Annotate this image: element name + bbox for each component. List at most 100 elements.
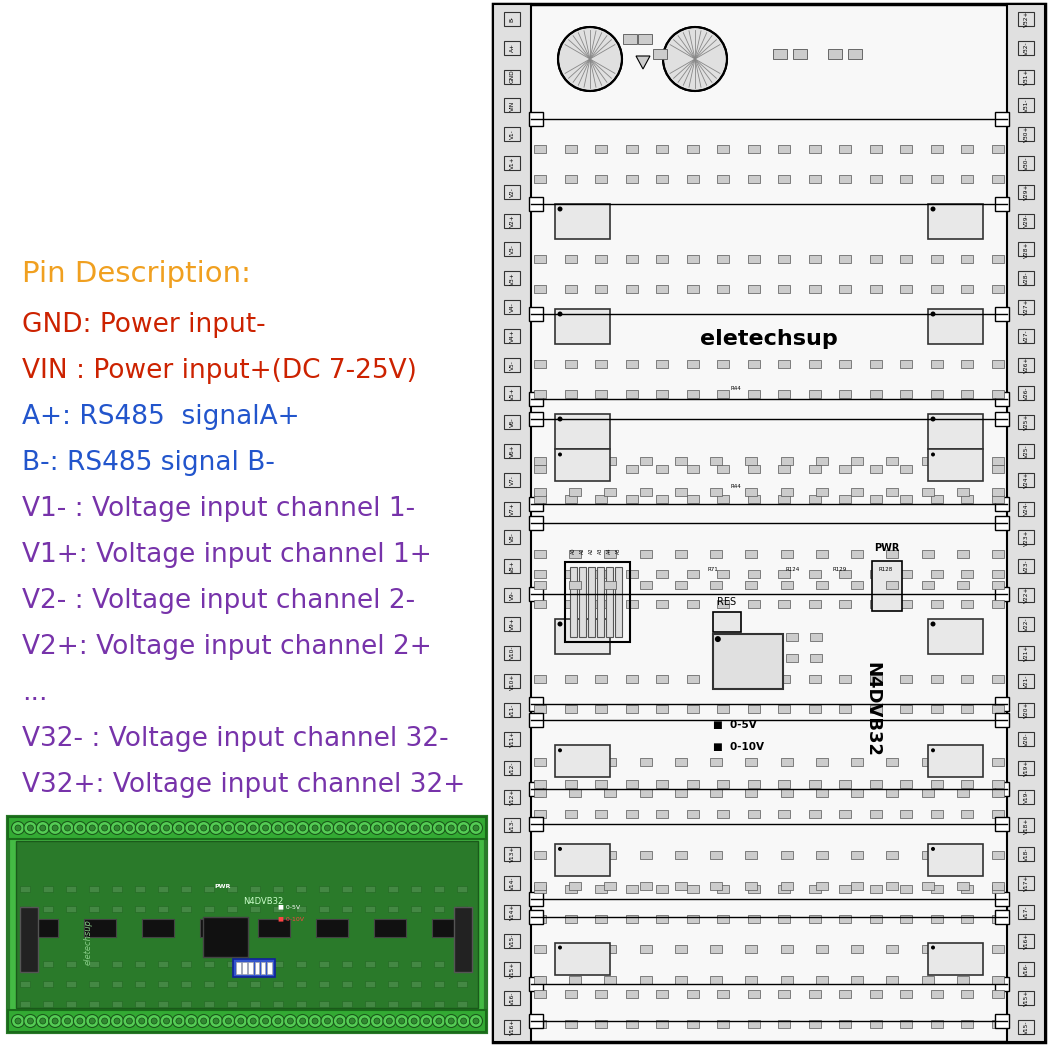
Text: V5-: V5- <box>509 360 514 370</box>
Circle shape <box>172 1014 186 1028</box>
Bar <box>434 981 444 987</box>
Bar <box>365 961 375 967</box>
Circle shape <box>445 1014 458 1028</box>
Circle shape <box>558 312 563 316</box>
Bar <box>810 633 822 642</box>
Circle shape <box>259 1014 272 1028</box>
Text: V1-: V1- <box>509 129 514 139</box>
Bar <box>504 616 520 631</box>
Circle shape <box>284 821 297 835</box>
Bar <box>626 1020 637 1028</box>
Bar <box>710 582 722 589</box>
Bar <box>687 1020 698 1028</box>
Bar <box>606 567 613 637</box>
Circle shape <box>288 1018 293 1024</box>
Bar <box>529 713 543 728</box>
Bar <box>534 915 546 923</box>
Bar <box>89 981 99 987</box>
Bar <box>227 1001 237 1007</box>
Bar <box>839 255 852 262</box>
Text: R44: R44 <box>731 484 741 489</box>
Bar <box>717 145 729 153</box>
Bar <box>565 360 576 368</box>
Bar <box>534 360 546 368</box>
Bar <box>852 789 863 797</box>
Bar <box>203 917 248 957</box>
Circle shape <box>176 1018 182 1024</box>
Bar <box>901 360 912 368</box>
Bar <box>816 789 827 797</box>
Bar <box>922 882 933 890</box>
Bar <box>20 1001 30 1007</box>
Bar <box>43 1001 53 1007</box>
Bar <box>839 705 852 713</box>
Bar <box>639 945 652 952</box>
Circle shape <box>24 1014 37 1028</box>
Bar <box>687 390 698 398</box>
Bar <box>931 390 943 398</box>
Bar <box>839 675 852 682</box>
Bar <box>808 465 821 472</box>
Circle shape <box>358 821 371 835</box>
Bar <box>687 145 698 153</box>
Text: N4DVB32: N4DVB32 <box>243 898 284 906</box>
Circle shape <box>931 946 934 949</box>
Bar <box>746 488 757 496</box>
Bar <box>365 981 375 987</box>
Text: V15+: V15+ <box>1024 990 1029 1006</box>
Text: ...: ... <box>22 680 47 706</box>
Circle shape <box>114 1018 120 1024</box>
Circle shape <box>74 1014 86 1028</box>
Bar <box>639 789 652 797</box>
Bar <box>204 906 214 912</box>
Bar <box>748 885 760 892</box>
Bar <box>529 976 543 991</box>
Bar <box>687 810 698 818</box>
Bar <box>869 885 882 892</box>
Bar <box>828 49 842 59</box>
Bar <box>504 415 520 429</box>
Bar <box>1018 1020 1034 1034</box>
Bar <box>957 852 969 859</box>
Bar <box>748 1020 760 1028</box>
Bar <box>605 789 616 797</box>
Bar <box>158 1001 168 1007</box>
Bar <box>839 915 852 923</box>
Bar <box>1007 4 1045 1042</box>
Bar <box>569 582 582 589</box>
Circle shape <box>48 1014 62 1028</box>
Bar <box>886 758 899 765</box>
Bar <box>886 975 899 984</box>
Bar <box>529 413 543 426</box>
Bar <box>816 852 827 859</box>
Bar <box>1018 213 1034 228</box>
Bar <box>778 705 791 713</box>
Bar <box>656 675 668 682</box>
Bar <box>504 761 520 775</box>
Bar <box>434 886 444 892</box>
Text: V24+: V24+ <box>1024 471 1029 488</box>
Bar <box>626 675 637 682</box>
Circle shape <box>61 1014 74 1028</box>
Bar <box>675 789 687 797</box>
Bar <box>588 567 595 637</box>
Text: ■  0-10V: ■ 0-10V <box>713 742 763 753</box>
Bar <box>778 255 791 262</box>
Bar <box>869 495 882 503</box>
Bar <box>504 732 520 745</box>
Bar <box>962 360 973 368</box>
Bar <box>995 392 1009 406</box>
Circle shape <box>197 821 210 835</box>
Bar <box>504 329 520 342</box>
Bar <box>43 886 53 892</box>
Bar <box>494 4 1045 1042</box>
Text: V24-: V24- <box>1024 502 1029 516</box>
Circle shape <box>284 1014 297 1028</box>
Bar <box>992 705 1004 713</box>
Text: Pin Description:: Pin Description: <box>22 260 251 288</box>
Circle shape <box>77 1018 83 1024</box>
Bar <box>839 990 852 998</box>
Text: V32+: Voltage input channel 32+: V32+: Voltage input channel 32+ <box>22 772 465 798</box>
Bar <box>931 780 943 788</box>
Bar <box>626 600 637 608</box>
